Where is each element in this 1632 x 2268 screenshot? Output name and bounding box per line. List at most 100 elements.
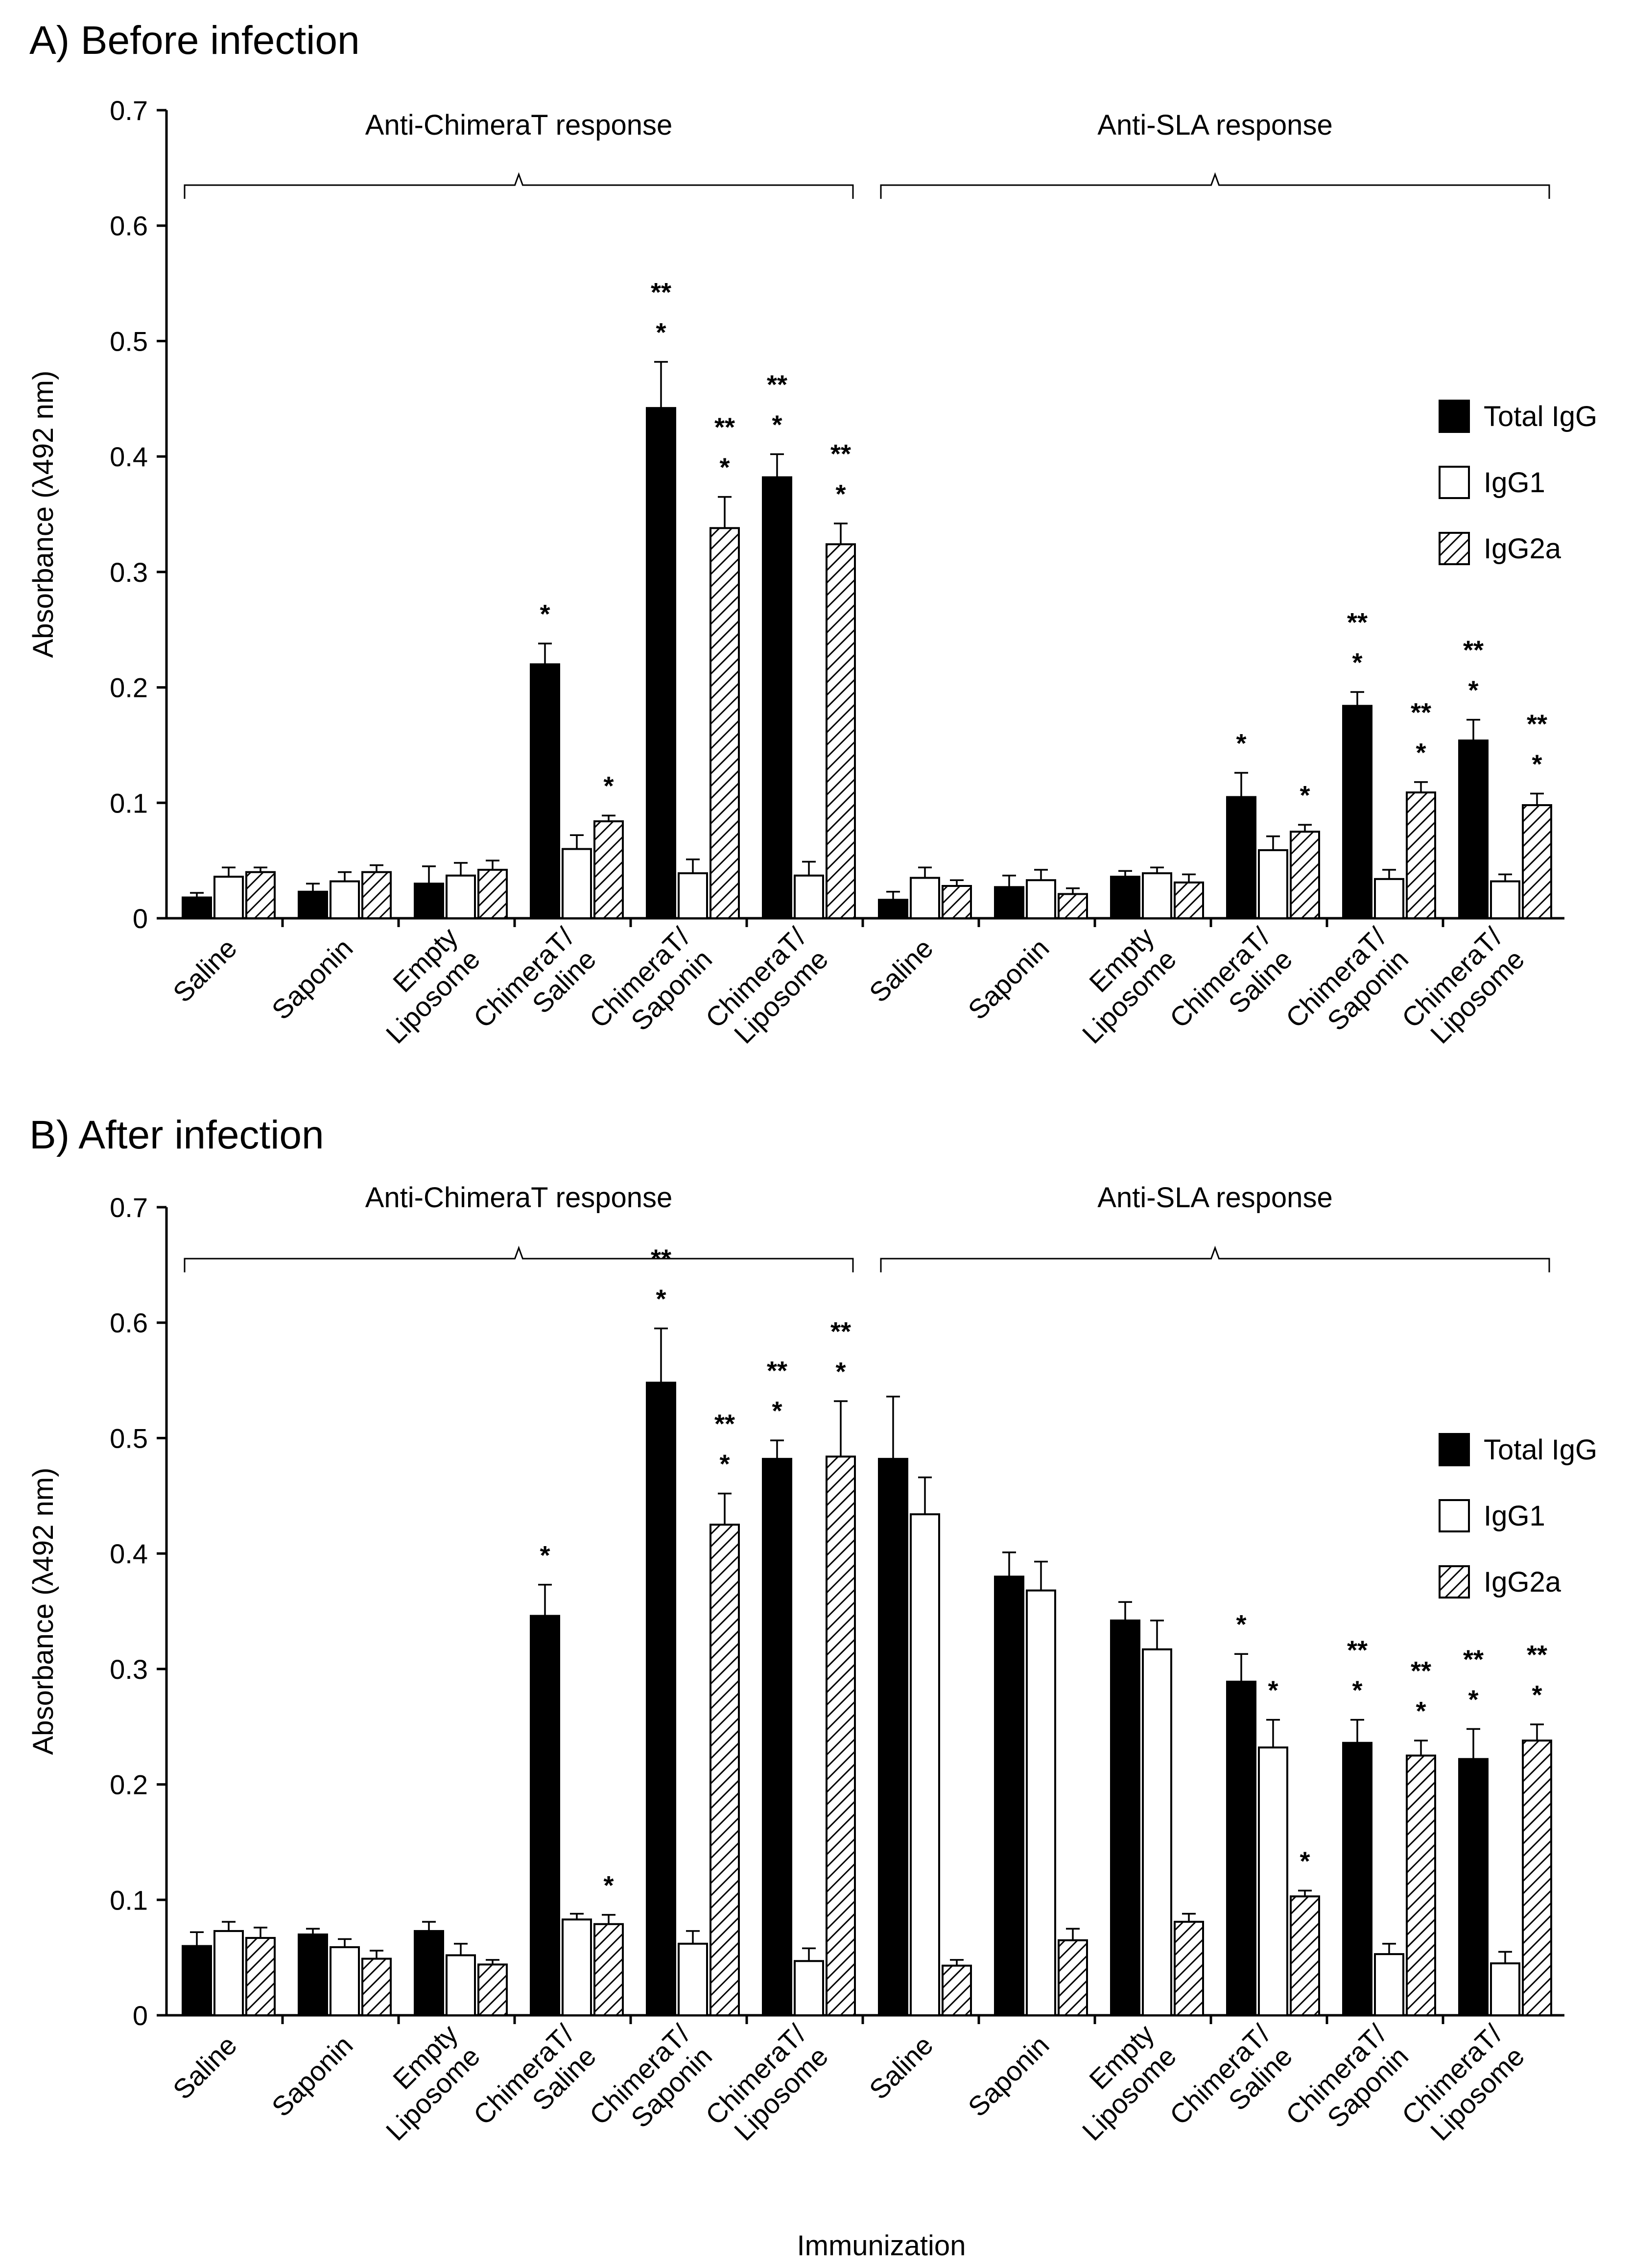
x-category-label: ChimeraT/Liposome <box>1395 2018 1530 2153</box>
bar <box>710 527 740 920</box>
x-category-label: Saponin <box>266 932 359 1026</box>
bar <box>477 869 508 919</box>
bar <box>1458 740 1489 919</box>
bar <box>530 663 560 919</box>
x-category-label: ChimeraT/Saline <box>467 2018 602 2153</box>
significance-mark: * <box>1300 781 1310 810</box>
significance-mark: * <box>1236 1610 1246 1639</box>
bar <box>1258 1746 1288 2016</box>
y-tick-label: 0 <box>133 903 148 934</box>
significance-mark: * <box>656 318 666 347</box>
bar <box>1258 849 1288 920</box>
significance-mark: ** <box>830 439 851 469</box>
y-tick-label: 0 <box>133 2000 148 2031</box>
legend-swatch <box>1439 400 1470 433</box>
x-category-label-line: Saponin <box>266 2029 359 2123</box>
x-axis-title: Immunization <box>797 2230 966 2262</box>
significance-mark: ** <box>1347 608 1368 637</box>
significance-mark: * <box>1532 749 1542 779</box>
bar <box>794 874 824 920</box>
y-tick-label: 0.7 <box>110 95 148 126</box>
y-tick-label: 0.3 <box>110 1654 148 1685</box>
bar <box>1174 1921 1204 2017</box>
bar <box>678 1942 708 2017</box>
legend-swatch <box>1439 1499 1470 1532</box>
significance-mark: ** <box>714 1409 735 1439</box>
bar <box>1374 878 1404 920</box>
significance-mark: * <box>1468 1685 1478 1714</box>
y-axis-title: Absorbance (λ492 nm) <box>27 371 59 658</box>
x-category-label: Saline <box>863 932 939 1008</box>
bar <box>710 1524 740 2017</box>
x-category-label-line: Saline <box>167 932 243 1008</box>
x-category-label: Saponin <box>266 2029 359 2123</box>
bar <box>414 1930 444 2016</box>
legend-label: IgG2a <box>1484 1566 1561 1598</box>
bar <box>330 1946 360 2016</box>
y-tick-label: 0.2 <box>110 1769 148 1800</box>
bar <box>1058 893 1088 919</box>
significance-mark: ** <box>1347 1636 1368 1665</box>
significance-mark: * <box>1532 1680 1542 1710</box>
significance-mark: ** <box>714 413 735 442</box>
bar <box>1522 1740 1552 2016</box>
bar <box>1522 804 1552 919</box>
x-category-label-line: Saponin <box>266 932 359 1026</box>
bar <box>1026 1589 1056 2017</box>
legend-label: IgG2a <box>1484 533 1561 565</box>
y-tick-label: 0.3 <box>110 557 148 588</box>
y-axis-title: Absorbance (λ492 nm) <box>27 1468 59 1755</box>
bar <box>330 880 360 919</box>
significance-mark: * <box>1268 1676 1278 1705</box>
panel-title: A) Before infection <box>29 18 360 63</box>
bar <box>1226 1680 1256 2016</box>
significance-mark: ** <box>1527 709 1547 739</box>
bar <box>1490 1962 1520 2016</box>
significance-mark: ** <box>1411 1656 1431 1686</box>
significance-mark: * <box>1416 1696 1426 1726</box>
bar <box>245 1937 276 2017</box>
significance-mark: * <box>719 453 730 482</box>
x-category-label: EmptyLiposome <box>358 921 486 1049</box>
bar <box>1342 705 1372 920</box>
x-category-label-line: Saline <box>863 2029 939 2105</box>
bar <box>1406 1754 1436 2016</box>
x-category-label: Saline <box>167 2029 243 2105</box>
significance-mark: * <box>603 771 614 801</box>
significance-mark: * <box>1352 648 1362 677</box>
bar <box>1142 872 1172 919</box>
bar <box>1458 1758 1489 2017</box>
x-category-label-line: Saline <box>863 932 939 1008</box>
bar <box>1026 879 1056 919</box>
bar <box>446 1954 476 2016</box>
y-tick-label: 0.4 <box>110 441 148 472</box>
x-category-label: EmptyLiposome <box>358 2018 486 2146</box>
x-category-label: Saline <box>167 932 243 1008</box>
bar <box>994 1576 1024 2016</box>
group-label: Anti-ChimeraT response <box>365 109 673 141</box>
bar <box>593 820 624 919</box>
bar <box>1110 876 1140 919</box>
group-label: Anti-ChimeraT response <box>365 1182 673 1214</box>
bar <box>762 1457 792 2016</box>
significance-mark: ** <box>1463 1645 1484 1674</box>
bar <box>1290 1895 1320 2017</box>
legend-swatch <box>1439 466 1470 499</box>
significance-mark: * <box>1468 676 1478 705</box>
bar <box>1290 831 1320 919</box>
x-category-label: Saponin <box>962 932 1055 1026</box>
bar <box>245 871 276 919</box>
x-category-label: ChimeraT/Liposome <box>1395 921 1530 1056</box>
panel-after-infection: B) After infection 0 0.1 0.2 0.3 0.4 0.5 0.6 0.7… <box>27 1113 1597 2153</box>
significance-mark: * <box>1416 738 1426 767</box>
panel-title: B) After infection <box>29 1113 324 1157</box>
bar <box>298 1934 328 2016</box>
bar <box>1226 796 1256 919</box>
significance-mark: * <box>1352 1676 1362 1705</box>
x-category-label-line: Saline <box>167 2029 243 2105</box>
significance-mark: ** <box>830 1317 851 1346</box>
x-category-label: ChimeraT/Saponin <box>583 921 718 1056</box>
significance-mark: * <box>835 1357 846 1386</box>
bar <box>298 890 328 920</box>
bar <box>182 896 212 919</box>
